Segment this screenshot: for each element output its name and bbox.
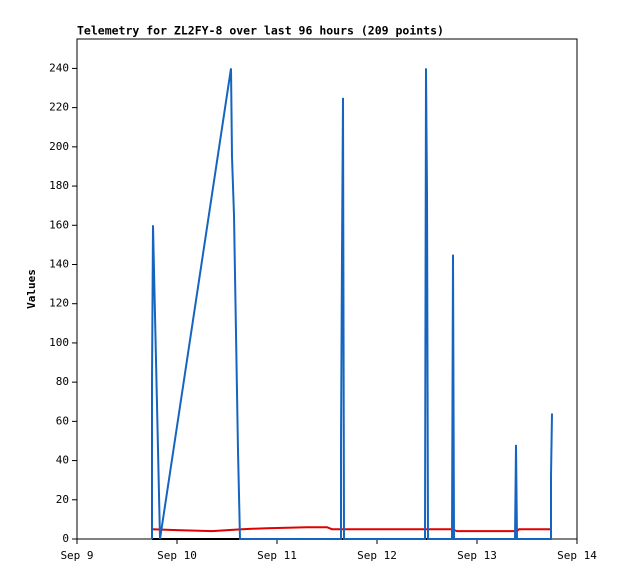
- y-tick-label: 240: [49, 61, 69, 74]
- chart-title: Telemetry for ZL2FY-8 over last 96 hours…: [77, 24, 444, 38]
- y-tick-label: 80: [56, 375, 69, 388]
- x-tick-label: Sep 9: [60, 549, 93, 562]
- y-tick-label: 220: [49, 101, 69, 114]
- y-tick-label: 180: [49, 179, 69, 192]
- x-tick-label: Sep 13: [457, 549, 497, 562]
- y-tick-label: 20: [56, 493, 69, 506]
- y-axis-label: Values: [25, 269, 38, 309]
- y-tick-label: 40: [56, 454, 69, 467]
- x-tick-label: Sep 12: [357, 549, 397, 562]
- series-line: [151, 68, 553, 540]
- x-tick-label: Sep 11: [257, 549, 297, 562]
- y-tick-label: 0: [62, 532, 69, 545]
- y-tick-label: 140: [49, 257, 69, 270]
- y-tick-label: 200: [49, 140, 69, 153]
- x-tick-label: Sep 10: [157, 549, 197, 562]
- y-tick-label: 160: [49, 218, 69, 231]
- y-tick-label: 60: [56, 414, 69, 427]
- y-tick-label: 120: [49, 297, 69, 310]
- x-tick-label: Sep 14: [557, 549, 597, 562]
- y-tick-label: 100: [49, 336, 69, 349]
- series-line: [151, 526, 551, 533]
